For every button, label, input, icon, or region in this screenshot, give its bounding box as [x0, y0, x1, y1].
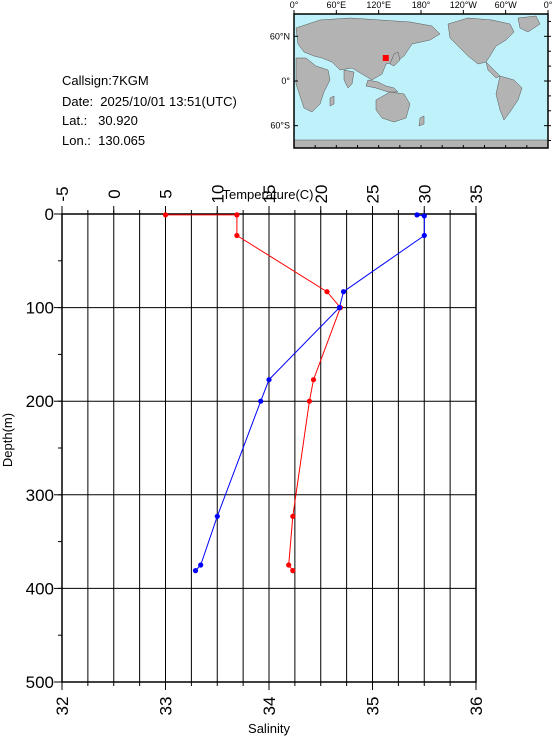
temperature-point-4: [336, 305, 342, 311]
temperature-tick-label: -5: [53, 186, 72, 201]
latitude-text: Lat.: 30.920: [62, 113, 138, 128]
map-land: [293, 15, 549, 149]
map-lat-label: 60°S: [270, 121, 290, 131]
map-lon-label: 0°: [544, 0, 553, 10]
map-left-labels: 60°N 0° 60°S: [270, 31, 291, 130]
salinity-point-8: [286, 562, 292, 568]
date-text: Date: 2025/10/01 13:51(UTC): [62, 94, 237, 109]
depth-tick-label: 0: [45, 205, 54, 224]
depth-tick-label: 200: [26, 392, 54, 411]
temperature-tick-label: 10: [208, 185, 227, 204]
temperature-tick-label: 0: [105, 189, 124, 198]
temperature-tick-label: 20: [312, 185, 331, 204]
profile-plot: -5 0 5 10 15 20 25 30 35 32 33 34 35 36 0 100 200 300 40…: [0, 185, 486, 736]
salinity-profile-line: [165, 214, 341, 571]
salinity-point-5: [310, 377, 317, 383]
map-lon-label: 60°W: [495, 0, 518, 10]
temperature-point-3: [340, 289, 347, 295]
longitude-text: Lon.: 130.065: [62, 133, 146, 148]
salinity-tick-label: 34: [260, 697, 279, 716]
salinity-tick-labels: 32 33 34 35 36: [53, 697, 486, 716]
salinity-axis-title: Salinity: [248, 721, 290, 736]
temperature-tick-labels: -5 0 5 10 15 20 25 30 35: [53, 185, 486, 204]
map-lon-label: 120°E: [366, 0, 391, 10]
salinity-point-0: [162, 212, 169, 218]
temperature-point-1: [421, 213, 427, 219]
map-ticks: [293, 10, 551, 148]
temperature-point-6: [258, 398, 264, 404]
callsign-text: Callsign:7KGM: [62, 73, 149, 88]
map-lon-label: 60°E: [327, 0, 347, 10]
temperature-point-2: [421, 232, 427, 239]
map-lon-label: 120°W: [450, 0, 478, 10]
salinity-point-3: [324, 289, 330, 295]
temperature-tick-label: 5: [157, 189, 176, 198]
salinity-point-1: [234, 212, 240, 218]
temperature-axis-title: Temperature(C): [222, 187, 313, 202]
data-series: [162, 212, 427, 574]
salinity-point-9: [290, 568, 296, 574]
temperature-point-0: [414, 212, 420, 218]
temperature-point-8: [198, 562, 204, 568]
station-marker: [382, 54, 389, 61]
depth-tick-label: 400: [26, 579, 54, 598]
depth-tick-label: 500: [26, 673, 54, 692]
temperature-tick-label: 30: [415, 185, 434, 204]
temperature-point-5: [266, 377, 272, 383]
temperature-profile-line: [195, 214, 425, 571]
map-lon-label: 180°: [412, 0, 431, 10]
salinity-tick-label: 33: [157, 697, 176, 716]
salinity-tick-label: 35: [364, 697, 383, 716]
depth-tick-label: 100: [26, 299, 54, 318]
depth-tick-label: 300: [26, 486, 54, 505]
map-lat-label: 0°: [281, 76, 290, 86]
depth-axis-title: Depth(m): [0, 413, 15, 467]
plot-ticks: [54, 206, 477, 690]
temperature-point-7: [214, 513, 220, 519]
temperature-tick-label: 15: [260, 185, 279, 204]
map-lat-label: 60°N: [270, 31, 290, 41]
depth-tick-labels: 0 100 200 300 400 500: [26, 205, 54, 692]
salinity-point-6: [306, 398, 312, 404]
map-lon-label: 0°: [290, 0, 299, 10]
temperature-tick-label: 25: [364, 185, 383, 204]
world-map: 0° 60°E 120°E 180° 120°W 60°W 0° 60°N 0° 60°S: [270, 0, 553, 149]
map-top-labels: 0° 60°E 120°E 180° 120°W 60°W 0°: [290, 0, 553, 10]
salinity-tick-label: 36: [467, 697, 486, 716]
salinity-point-7: [290, 513, 296, 519]
salinity-point-2: [234, 232, 240, 239]
temperature-tick-label: 35: [467, 185, 486, 204]
salinity-tick-label: 32: [53, 697, 72, 716]
temperature-point-9: [192, 568, 199, 574]
